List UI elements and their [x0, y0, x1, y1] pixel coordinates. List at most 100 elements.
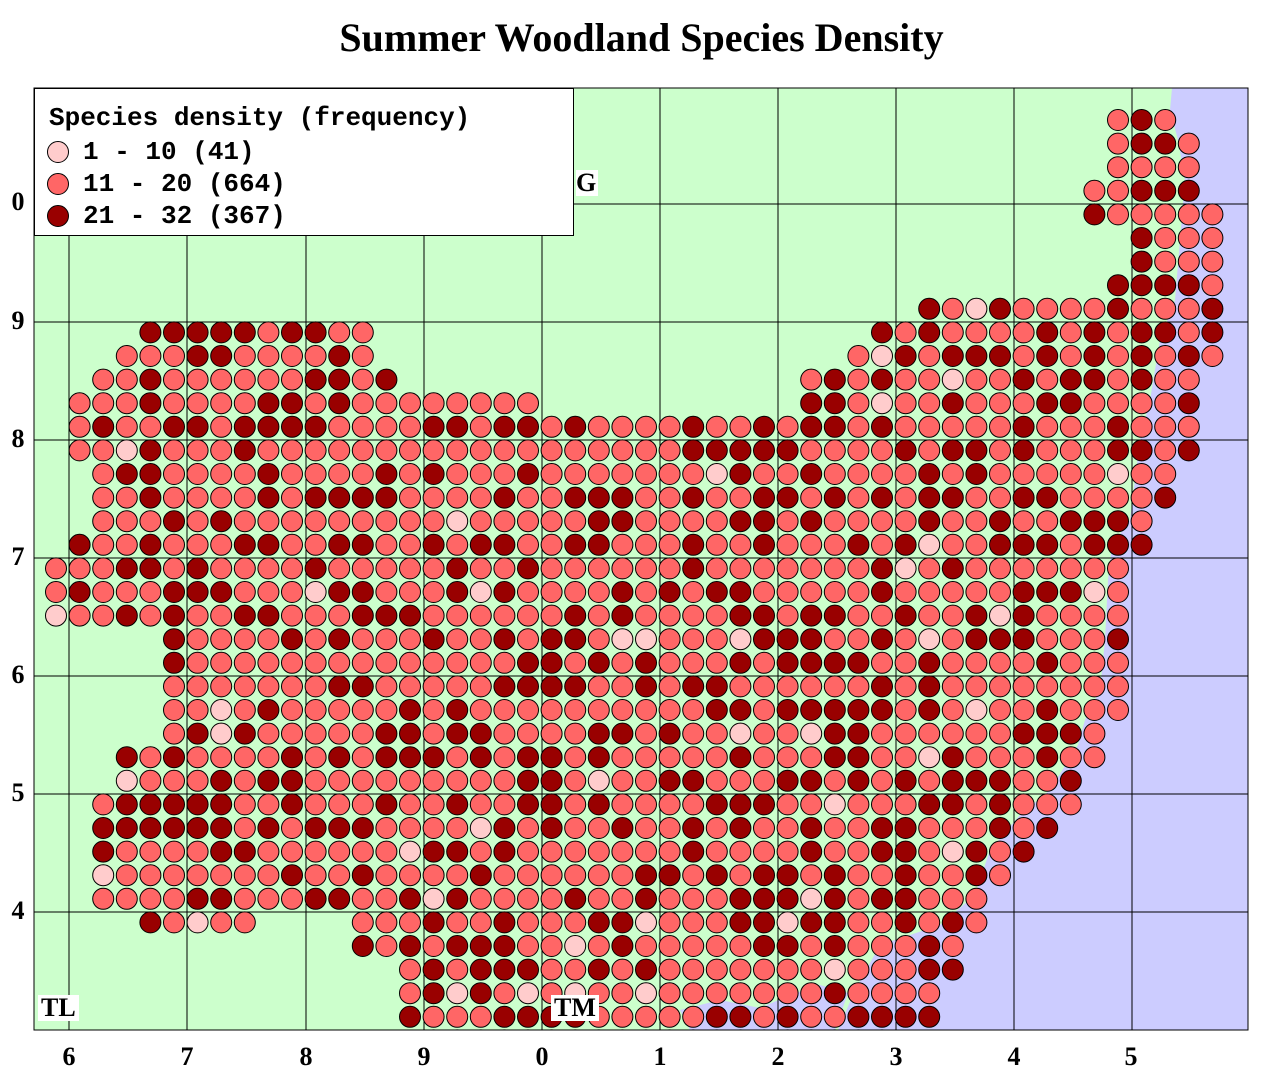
density-dot [233, 392, 256, 415]
density-dot [139, 486, 162, 509]
density-dot [705, 769, 728, 792]
density-dot [399, 604, 421, 627]
density-dot [705, 793, 728, 816]
density-dot [304, 651, 327, 674]
density-dot [163, 439, 185, 462]
density-dot [1012, 793, 1035, 816]
density-dot [682, 722, 705, 745]
density-dot [1083, 392, 1106, 415]
density-dot [705, 982, 728, 1005]
density-dot [776, 911, 799, 934]
density-dot [941, 345, 964, 367]
density-dot [115, 864, 138, 887]
density-dot [918, 510, 941, 533]
density-dot [871, 793, 893, 816]
density-dot [1154, 392, 1177, 415]
density-dot [871, 439, 893, 462]
density-dot [941, 864, 964, 887]
density-dot [540, 415, 563, 438]
density-dot [210, 557, 233, 580]
density-dot [776, 793, 799, 816]
density-dot [1107, 510, 1129, 533]
density-dot [351, 864, 374, 887]
density-dot [540, 793, 563, 816]
density-dot [422, 392, 445, 415]
density-dot [871, 935, 893, 957]
density-dot [517, 651, 539, 674]
density-dot [1154, 227, 1177, 249]
density-dot [1130, 415, 1153, 438]
density-dot [618, 1029, 626, 1030]
density-dot [422, 651, 445, 674]
density-dot [517, 722, 539, 745]
density-dot [918, 817, 941, 839]
density-dot [257, 463, 280, 485]
density-dot [1201, 203, 1224, 226]
x-tick-label: 6 [62, 1042, 76, 1071]
density-dot [493, 817, 516, 839]
density-dot [304, 746, 327, 769]
density-dot [186, 463, 209, 485]
density-dot [736, 1029, 744, 1030]
density-dot [1130, 203, 1153, 226]
density-dot [658, 722, 681, 745]
density-dot [776, 510, 799, 533]
density-dot [823, 958, 846, 981]
density-dot [233, 817, 256, 839]
density-dot [871, 321, 893, 344]
density-dot [611, 793, 634, 816]
density-dot [375, 864, 398, 887]
density-dot [139, 581, 162, 603]
density-dot [776, 699, 799, 721]
density-dot [941, 722, 964, 745]
density-dot [941, 368, 964, 391]
density-dot [328, 887, 351, 910]
density-dot [304, 793, 327, 816]
density-dot [989, 463, 1011, 485]
density-dot [894, 1005, 917, 1028]
density-dot [210, 651, 233, 674]
density-dot [989, 321, 1011, 344]
y-tick-label: 9 [11, 306, 25, 335]
density-dot [1177, 203, 1200, 226]
density-dot [351, 769, 374, 792]
density-dot [68, 604, 91, 627]
density-dot [611, 486, 634, 509]
density-dot [304, 345, 327, 367]
density-dot [753, 486, 775, 509]
density-dot [965, 628, 988, 651]
density-dot [823, 533, 846, 556]
density-dot [658, 675, 681, 698]
density-dot [446, 769, 469, 792]
density-dot [422, 1005, 445, 1028]
density-dot [918, 911, 941, 934]
density-dot [705, 911, 728, 934]
density-dot [540, 817, 563, 839]
density-dot [422, 982, 445, 1005]
density-dot [800, 746, 823, 769]
density-dot [328, 722, 351, 745]
density-dot [894, 817, 917, 839]
density-dot [611, 746, 634, 769]
density-dot [682, 439, 705, 462]
density-dot [351, 557, 374, 580]
density-dot [1107, 604, 1129, 627]
density-dot [776, 935, 799, 957]
density-dot [139, 463, 162, 485]
density-dot [163, 510, 185, 533]
density-dot [611, 817, 634, 839]
y-tick-label: 6 [11, 660, 25, 689]
density-dot [257, 887, 280, 910]
grid-code-tm: TM [551, 995, 599, 1021]
density-dot [587, 581, 610, 603]
density-dot [729, 840, 752, 863]
density-dot [776, 533, 799, 556]
density-dot [705, 628, 728, 651]
density-dot [399, 911, 421, 934]
density-dot [469, 982, 492, 1005]
density-dot [446, 392, 469, 415]
density-dot [800, 533, 823, 556]
density-dot [281, 557, 303, 580]
density-dot [375, 840, 398, 863]
density-dot [635, 911, 657, 934]
